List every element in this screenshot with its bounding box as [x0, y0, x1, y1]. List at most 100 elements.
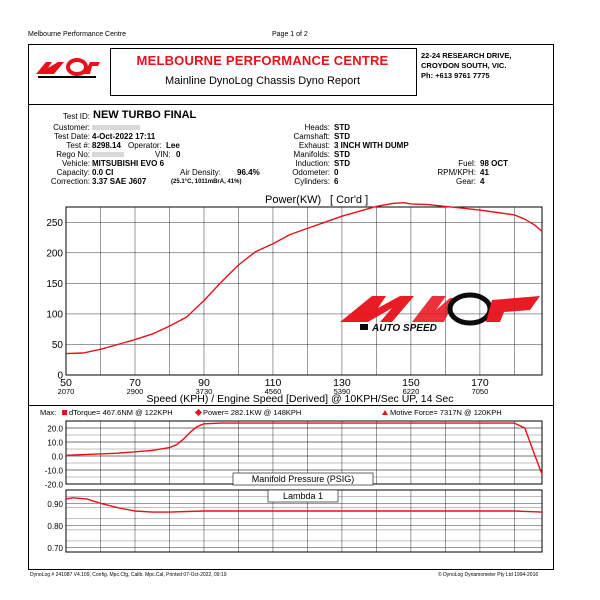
power-series-line-0	[65, 201, 543, 355]
power-x-tick-label: 130	[333, 377, 351, 389]
cylinders-label: Cylinders:	[294, 177, 330, 186]
legend-force-text: Motive Force= 7317N @ 120KPH	[390, 408, 502, 417]
capacity: 0.0 CI	[92, 168, 114, 177]
page-header-company: Melbourne Performance Centre	[28, 31, 127, 38]
legend-torque: dTorque= 467.6NM @ 122KPH	[62, 408, 173, 417]
power-plot-area	[65, 206, 543, 376]
correction-label: Correction:	[50, 177, 90, 186]
exhaust-label: Exhaust:	[298, 141, 330, 150]
max-label: Max:	[40, 408, 57, 417]
induction-label: Induction:	[295, 159, 330, 168]
triangle-marker-icon	[382, 410, 388, 415]
air-density-label: Air Density:	[180, 168, 221, 177]
chart-title-suffix: [ Cor'd ]	[330, 194, 368, 206]
legend-torque-text: dTorque= 467.6NM @ 122KPH	[69, 408, 173, 417]
operator: Lee	[166, 141, 180, 150]
phone: Ph: +613 9761 7775	[421, 71, 490, 80]
odometer: 0	[334, 168, 339, 177]
capacity-label: Capacity:	[56, 168, 90, 177]
power-x-tick-label: 90	[198, 377, 210, 389]
camshaft: STD	[334, 132, 350, 141]
heads-label: Heads:	[304, 123, 330, 132]
manifold-y-tick-label: 20.0	[47, 425, 63, 434]
vehicle-label: Vehicle:	[61, 159, 90, 168]
power-rpm-tick-label: 6220	[403, 387, 420, 396]
power-x-tick-label: 70	[129, 377, 141, 389]
rego-label: Rego No:	[56, 150, 90, 159]
footer-right: © DynoLog Dynamometer Pty Ltd 1994-2016	[438, 572, 539, 578]
power-y-tick-label: 50	[52, 340, 64, 351]
conditions: (25.1°C, 1011mBrA, 41%)	[171, 179, 242, 185]
address-line-2: CROYDON SOUTH, VIC.	[421, 61, 507, 70]
power-y-tick-label: 150	[46, 279, 63, 290]
test-date: 4-Oct-2022 17:11	[92, 132, 156, 141]
power-rpm-tick-label: 3730	[196, 387, 213, 396]
report-frame	[28, 44, 554, 570]
customer-label: Customer:	[53, 123, 90, 132]
square-marker-icon	[62, 410, 67, 415]
test-id-label: Test ID:	[62, 112, 90, 121]
lambda-label: Lambda 1	[283, 491, 323, 501]
power-rpm-tick-label: 7050	[472, 387, 489, 396]
customer-redacted	[92, 125, 140, 130]
chart-xlabel: Speed (KPH) / Engine Speed [Derived] @ 1…	[147, 393, 454, 405]
fuel: 98 OCT	[480, 159, 509, 168]
manifold-y-tick-label: 10.0	[47, 439, 63, 448]
odometer-label: Odometer:	[292, 168, 330, 177]
lambda-series-line-0	[65, 497, 543, 513]
lambda-y-tick-label: 0.70	[47, 544, 63, 553]
legend-force: Motive Force= 7317N @ 120KPH	[382, 408, 502, 417]
vin-label: VIN:	[155, 150, 171, 159]
cylinders: 6	[334, 177, 339, 186]
power-rpm-tick-label: 2070	[58, 387, 75, 396]
power-x-tick-label: 170	[471, 377, 489, 389]
exhaust: 3 INCH WITH DUMP	[334, 141, 409, 150]
power-rpm-tick-label: 4560	[265, 387, 282, 396]
manifold-y-tick-label: -20.0	[45, 481, 64, 490]
vehicle: MITSUBISHI EVO 6	[92, 159, 165, 168]
heads: STD	[334, 123, 350, 132]
power-y-tick-label: 200	[46, 248, 63, 259]
legend-power: Power= 282.1KW @ 148KPH	[194, 408, 302, 417]
vin: 0	[176, 150, 181, 159]
address-line-1: 22-24 RESEARCH DRIVE,	[421, 51, 512, 60]
power-x-tick-label: 50	[60, 377, 72, 389]
legend-power-text: Power= 282.1KW @ 148KPH	[203, 408, 302, 417]
test-no: 8298.14	[92, 141, 121, 150]
power-y-tick-label: 100	[46, 309, 63, 320]
divider	[28, 104, 554, 105]
manifold-y-tick-label: 0.0	[52, 453, 64, 462]
lambda-label-box	[267, 489, 339, 503]
watermark-logo: AUTO SPEED	[340, 292, 540, 334]
air-density: 96.4%	[237, 168, 260, 177]
logo	[36, 58, 100, 78]
manifolds-label: Manifolds:	[293, 150, 330, 159]
rpm-kph-label: RPM/KPH:	[437, 168, 476, 177]
banner-subtitle: Mainline DynoLog Chassis Dyno Report	[164, 75, 361, 87]
gear: 4	[480, 177, 485, 186]
fuel-label: Fuel:	[458, 159, 476, 168]
correction: 3.37 SAE J607	[92, 177, 147, 186]
rego-redacted	[92, 152, 124, 157]
manifold-label: Manifold Pressure (PSIG)	[252, 474, 355, 484]
legend-divider	[28, 405, 554, 406]
footer-left: DynoLog # 241087 V4.109, Config. Mpc.Cfg…	[30, 572, 227, 578]
manifold-y-tick-label: -10.0	[45, 467, 64, 476]
test-no-label: Test #:	[66, 141, 90, 150]
chart-title: Power(KW)	[265, 194, 321, 206]
banner-title: MELBOURNE PERFORMANCE CENTRE	[136, 53, 389, 68]
watermark-logo-text: AUTO SPEED	[371, 323, 437, 334]
power-x-tick-label: 110	[265, 377, 282, 389]
power-y-tick-label: 250	[46, 218, 63, 229]
test-date-label: Test Date:	[53, 132, 90, 141]
camshaft-label: Camshaft:	[293, 132, 330, 141]
page-number: Page 1 of 2	[272, 31, 308, 38]
manifolds: STD	[334, 150, 350, 159]
manifold-label-box	[232, 472, 374, 486]
banner-box	[110, 48, 417, 96]
power-y-tick-label: 0	[57, 371, 63, 382]
manifold-series-line-0	[65, 422, 543, 475]
